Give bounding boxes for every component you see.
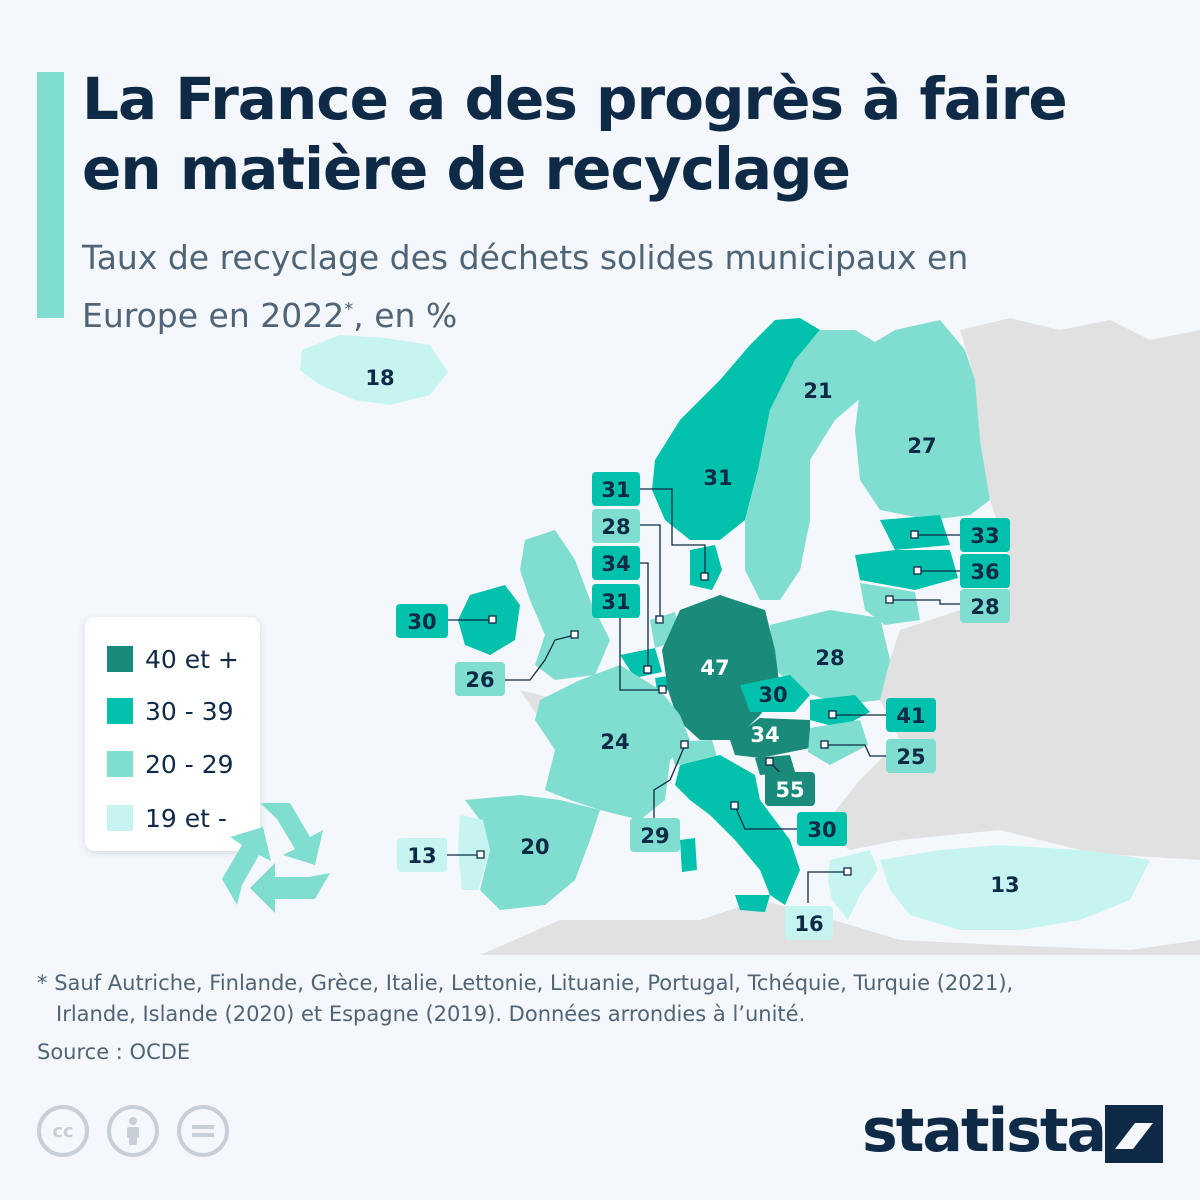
source: Source : OCDE [37,1040,191,1064]
region-slovakia [810,695,870,728]
callout-greece: 16 [785,906,833,940]
legend-swatch [107,805,133,831]
callout-portugal: 13 [397,838,447,872]
value-label-finland: 27 [907,434,936,458]
svg-text:36: 36 [970,560,999,584]
svg-text:34: 34 [601,552,630,576]
svg-text:30: 30 [407,610,436,634]
chart-title: La France a des progrès à faire en matiè… [82,65,1068,203]
region-lithuania [860,583,920,625]
legend-item: 30 - 39 [107,696,234,726]
leader-dots [476,530,922,876]
region-italy-sicily [735,895,770,912]
region-czechia [740,675,810,712]
callout-ireland: 30 [396,604,448,638]
callout-italy: 30 [797,812,847,846]
svg-text:16: 16 [794,912,823,936]
inline-labels: 18 21 31 27 28 24 20 13 [365,366,1019,897]
chart-subtitle: Taux de recyclage des déchets solides mu… [82,238,969,335]
region-sweden [745,330,880,600]
value-label-czechia: 30 [758,683,787,707]
value-label-germany: 47 [700,656,729,680]
svg-text:31: 31 [601,478,630,502]
region-finland [855,320,990,520]
callout-lithuania: 28 [960,589,1010,623]
legend-label: 40 et + [145,644,239,674]
legend-item: 19 et - [107,803,227,833]
value-label-austria: 34 [750,723,779,747]
footnote-line: Sauf Autriche, Finlande, Grèce, Italie, … [54,971,1014,995]
legend-item: 40 et + [107,644,239,674]
region-austria [730,718,810,758]
footnote: * Sauf Autriche, Finlande, Grèce, Italie… [37,968,1157,1030]
legend: 40 et + 30 - 39 20 - 29 19 et - [85,617,260,851]
svg-text:28: 28 [970,595,999,619]
callout-luxembourg: 31 [592,584,640,618]
region-slovenia [755,755,795,775]
svg-text:41: 41 [896,704,925,728]
region-iceland [300,335,448,405]
value-label-turkey: 13 [990,873,1019,897]
region-latvia [855,550,958,590]
no-derivatives-icon[interactable] [177,1105,229,1157]
region-hungary [808,720,868,765]
value-label-poland: 28 [815,646,844,670]
svg-text:25: 25 [896,745,925,769]
accent-bar [37,72,64,318]
callout-slovakia: 41 [886,698,936,732]
svg-text:31: 31 [601,590,630,614]
value-label-sweden: 21 [803,379,832,403]
callout-denmark: 31 [592,472,640,506]
region-spain [465,795,600,910]
svg-text:29: 29 [640,824,669,848]
legend-label: 30 - 39 [145,696,234,726]
region-poland [770,610,890,705]
region-greece [828,850,878,920]
svg-text:33: 33 [970,524,999,548]
region-france [535,665,690,820]
callout-belgium: 34 [592,546,640,580]
callouts: 31 28 34 31 30 26 33 36 28 41 25 55 30 2… [396,472,1010,940]
inline-labels-light: 47 34 [700,656,779,747]
statista-logo-icon [1105,1105,1163,1163]
legend-swatch [107,751,133,777]
svg-text:13: 13 [407,844,436,868]
svg-text:26: 26 [465,668,494,692]
license-icons: cc [37,1105,229,1157]
svg-text:55: 55 [775,778,804,802]
recycle-icon [222,803,330,913]
svg-text:28: 28 [601,515,630,539]
region-norway [652,318,820,540]
value-label-iceland: 18 [365,366,394,390]
europe-map: 18 21 31 27 28 24 20 13 47 34 30 31 28 3… [300,318,1200,955]
region-italy-sardinia [680,838,697,872]
region-turkey [880,845,1150,930]
attribution-icon[interactable] [107,1105,159,1157]
region-uk [520,530,610,680]
footnote-line: Irlande, Islande (2020) et Espagne (2019… [56,1002,806,1026]
region-italy [675,755,800,905]
footnote-marker: * [37,971,48,995]
legend-label: 19 et - [145,803,227,833]
legend-swatch [107,646,133,672]
value-label-france: 24 [600,730,629,754]
svg-text:30: 30 [807,818,836,842]
value-label-spain: 20 [520,835,549,859]
callout-estonia: 33 [960,518,1010,552]
callout-latvia: 36 [960,554,1010,588]
callout-netherlands: 28 [592,509,640,543]
callout-slovenia: 55 [765,772,815,806]
legend-swatch [107,698,133,724]
cc-icon[interactable]: cc [37,1105,89,1157]
legend-item: 20 - 29 [107,749,234,779]
region-denmark [690,545,722,590]
callout-hungary: 25 [886,739,936,773]
statista-logo-text[interactable]: statista [862,1096,1107,1166]
region-portugal [458,815,490,890]
value-label-norway: 31 [703,466,732,490]
callout-uk: 26 [455,662,505,696]
callout-switzerland: 29 [630,818,680,852]
legend-label: 20 - 29 [145,749,234,779]
